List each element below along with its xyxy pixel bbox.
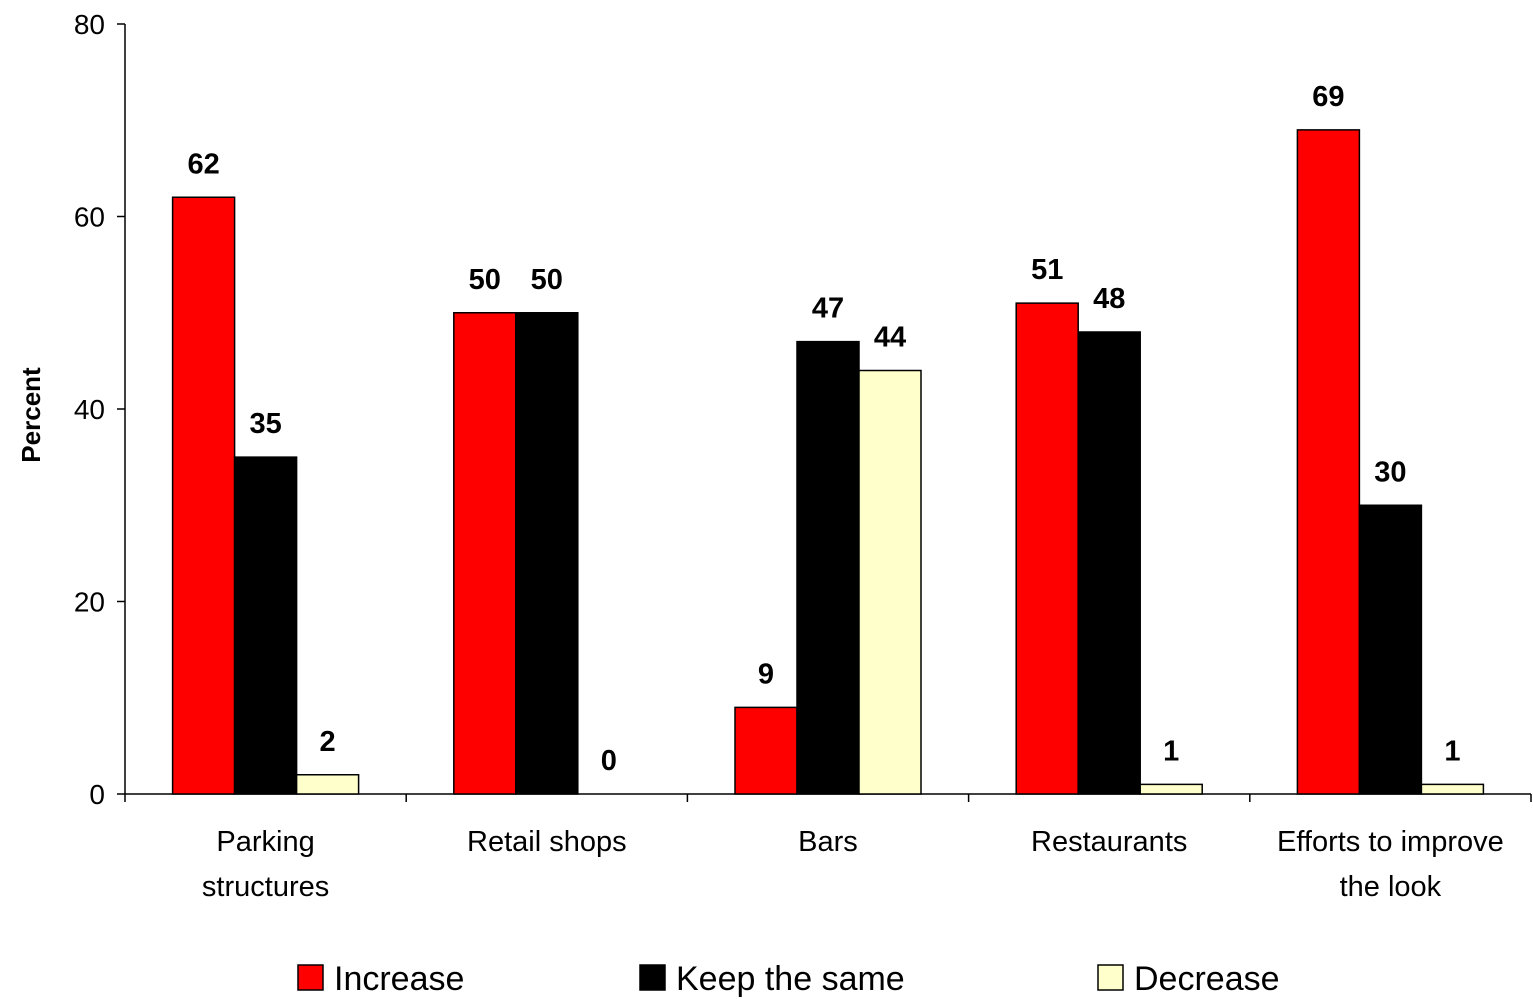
bar — [1015, 302, 1079, 795]
bar — [453, 312, 517, 795]
bar — [1296, 129, 1361, 795]
x-tick-label: Parking structures — [202, 826, 329, 903]
legend-swatch — [1097, 964, 1124, 991]
data-label: 9 — [758, 658, 774, 690]
data-label: 30 — [1374, 456, 1406, 488]
y-tick-label: 80 — [74, 9, 105, 40]
bar — [1139, 783, 1203, 795]
bar — [1077, 331, 1141, 795]
data-label: 35 — [249, 408, 281, 440]
data-label: 62 — [187, 148, 219, 180]
data-label: 51 — [1031, 254, 1063, 286]
x-tick-label: Restaurants — [1031, 826, 1187, 858]
legend: Increase Keep the same Decrease — [297, 960, 1280, 998]
data-label: 48 — [1093, 283, 1125, 315]
bar — [171, 196, 236, 795]
data-labels: 62 35 2 50 50 0 9 47 44 51 48 1 69 30 1 — [187, 81, 1460, 777]
legend-swatch — [297, 964, 324, 991]
data-label: 50 — [469, 264, 501, 296]
bar — [1420, 783, 1485, 795]
legend-label: Decrease — [1134, 960, 1280, 998]
data-label: 69 — [1312, 81, 1344, 113]
x-tick-label-line: Bars — [798, 826, 858, 858]
data-label: 50 — [531, 264, 563, 296]
bar — [858, 369, 922, 795]
x-tick-label: Retail shops — [467, 826, 627, 858]
data-label: 2 — [320, 726, 336, 758]
x-tick-label-line: structures — [202, 871, 329, 903]
y-tick-label: 40 — [74, 394, 105, 425]
data-label: 0 — [601, 745, 617, 777]
x-tick-label-line: Restaurants — [1031, 826, 1187, 858]
x-tick-label: Bars — [798, 826, 858, 858]
bar — [515, 312, 579, 795]
y-tick-label: 0 — [89, 779, 105, 810]
bar — [796, 340, 860, 795]
bar — [233, 456, 298, 795]
y-tick-label: 20 — [74, 587, 105, 618]
data-label: 1 — [1444, 735, 1460, 767]
x-tick-label-line: Retail shops — [467, 826, 627, 858]
bar — [1358, 504, 1423, 795]
x-tick-label-line: the look — [1340, 871, 1442, 903]
x-tick-label: Efforts to improve the look — [1277, 826, 1504, 903]
legend-label: Increase — [334, 960, 464, 998]
data-label: 1 — [1163, 735, 1179, 767]
y-axis-label: Percent — [16, 367, 46, 463]
x-tick-label-line: Parking — [216, 826, 314, 858]
bars — [171, 129, 1485, 795]
bar — [734, 706, 798, 795]
data-label: 44 — [874, 322, 906, 354]
data-label: 47 — [812, 293, 844, 325]
bar — [295, 774, 360, 795]
legend-label: Keep the same — [676, 960, 905, 998]
legend-swatch — [639, 964, 666, 991]
y-tick-label: 60 — [74, 202, 105, 233]
x-tick-label-line: Efforts to improve — [1277, 826, 1504, 858]
